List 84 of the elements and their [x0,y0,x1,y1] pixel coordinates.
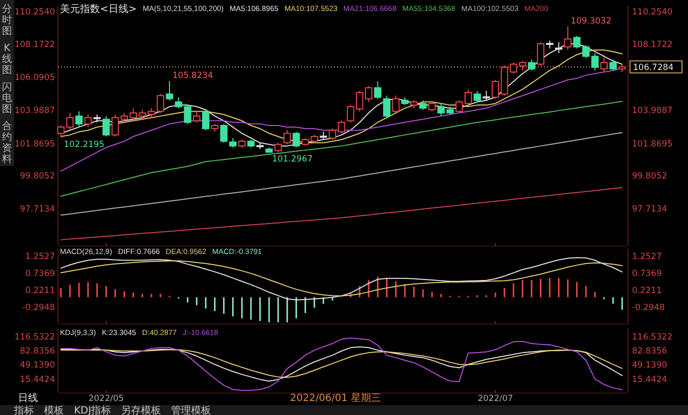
candlestick [609,58,617,71]
ref-line-label: 106.7284 [633,62,674,73]
candlestick [102,116,110,138]
y2-tick-label: 15.4424 [632,374,668,385]
candlestick [374,80,382,100]
y-tick-label: -0.2948 [22,302,55,313]
y-tick-label: 116.5322 [14,332,55,343]
text: 合约资料 [2,120,12,165]
candlestick [166,80,174,101]
y-tick-label: 106.0905 [14,72,55,83]
candlestick [274,142,282,153]
y2-tick-label: 97.7134 [632,204,668,215]
y2-tick-label: 103.9887 [632,106,673,116]
text: 2022/06/01 星期三 [290,392,381,404]
chart-title: 美元指数<日线> [60,2,137,15]
candlestick [528,58,536,71]
candlestick [84,114,92,128]
candlestick [174,96,182,109]
candlestick [383,95,390,118]
candlestick [518,60,526,71]
candlestick [66,112,74,131]
y-tick-label: 49.1390 [20,360,55,371]
y-tick-label: 15.4424 [20,374,55,385]
candlestick [392,95,400,114]
y2-tick-label: 0.2211 [632,286,662,296]
text: 指标 [13,404,34,415]
line-series [60,132,623,216]
text: 日线 [18,392,38,404]
y2-tick-label: 110.2540 [632,7,673,18]
y2-tick-label: 116.5322 [632,332,673,343]
y2-tick-label: 99.8052 [632,172,668,182]
candlestick [202,109,210,131]
y-tick-label: 0.2211 [25,286,55,296]
y-tick-label: 0.7369 [25,268,55,279]
candlestick [338,120,346,134]
candlestick [346,104,354,123]
line-series [60,338,623,391]
text: 闪电图 [2,81,12,115]
candlestick [510,62,518,74]
line-series [60,100,623,197]
y2-tick-label: 1.2527 [632,252,662,262]
y-tick-label: 103.9887 [14,106,55,116]
y2-tick-label: 108.1722 [632,40,673,50]
text: 模板 [44,404,64,415]
candlestick [564,26,572,51]
x-tick-label: 2022/07 [478,394,514,404]
y2-tick-label: 49.1390 [632,360,668,371]
candlestick [328,128,336,140]
y2-tick-label: 101.8695 [632,139,673,150]
candlestick [156,94,164,114]
text: 管理模板 [171,404,212,415]
annotation: 102.2195 [64,140,104,150]
candlestick [284,130,291,145]
y2-tick-label: -0.2948 [632,302,665,313]
text: 分时图 [2,3,12,37]
candlestick [75,110,83,128]
y-tick-label: 97.7134 [20,204,55,215]
candlestick [57,125,65,138]
y2-tick-label: 82.8356 [632,346,668,357]
candlestick [229,138,237,148]
y-tick-label: 101.8695 [14,139,55,150]
candlestick [193,110,200,123]
y-tick-label: 108.1722 [14,40,55,50]
y-tick-label: 110.2540 [14,7,55,18]
y-tick-label: 99.8052 [20,172,55,182]
candlestick [184,104,192,124]
text: 另存模板 [121,404,162,415]
candlestick [474,90,481,102]
candlestick [428,101,436,112]
y2-tick-label: 0.7369 [632,268,662,279]
candlestick [591,52,599,71]
annotation: 109.3032 [570,16,612,26]
candlestick [220,123,228,144]
candlestick [419,100,427,110]
x-tick-label: 2022/05 [88,394,124,404]
text: K线图 [2,43,12,76]
candlestick [437,102,445,117]
line-series [60,187,623,240]
y-tick-label: 82.8356 [20,346,55,357]
candlestick [600,57,608,73]
y-tick-label: 1.2527 [25,252,55,262]
annotation: 101.2967 [272,154,313,164]
annotation: 105.8234 [172,71,214,82]
candlestick [292,131,300,148]
